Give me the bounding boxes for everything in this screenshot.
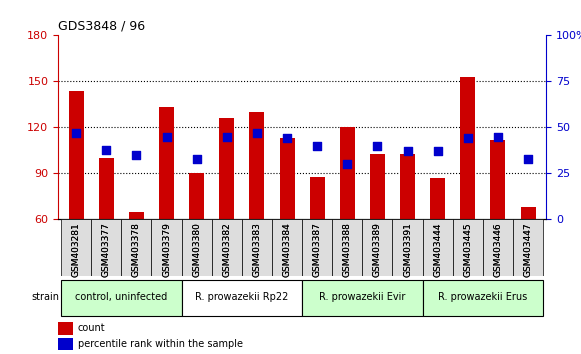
FancyBboxPatch shape [211,219,242,276]
Bar [99,158,114,219]
Text: GSM403391: GSM403391 [403,222,412,277]
Point [192,156,202,161]
Text: GSM403447: GSM403447 [523,222,533,277]
FancyBboxPatch shape [121,219,152,276]
FancyBboxPatch shape [182,219,211,276]
Text: GSM403387: GSM403387 [313,222,322,277]
Point [343,161,352,167]
Text: R. prowazekii Evir: R. prowazekii Evir [319,292,406,302]
Point [373,143,382,149]
Text: GSM403445: GSM403445 [463,222,472,277]
FancyBboxPatch shape [61,280,182,316]
Text: strain: strain [31,292,60,302]
Text: GSM403445: GSM403445 [463,222,472,277]
Text: GSM403447: GSM403447 [523,222,533,277]
FancyBboxPatch shape [61,219,91,276]
Text: GSM403446: GSM403446 [493,222,503,277]
FancyBboxPatch shape [91,219,121,276]
Bar [430,178,445,219]
Bar [279,138,295,219]
Text: GSM403383: GSM403383 [252,222,261,277]
Bar [490,140,505,219]
FancyBboxPatch shape [242,219,272,276]
Text: percentile rank within the sample: percentile rank within the sample [78,339,243,349]
Point [102,147,111,152]
Text: GSM403387: GSM403387 [313,222,322,277]
FancyBboxPatch shape [332,219,363,276]
FancyBboxPatch shape [422,280,543,316]
Text: GDS3848 / 96: GDS3848 / 96 [58,20,145,33]
Bar [58,322,73,335]
Point [71,130,81,136]
FancyBboxPatch shape [182,280,302,316]
Point [493,134,503,139]
Text: GSM403378: GSM403378 [132,222,141,277]
Text: GSM403384: GSM403384 [282,222,292,277]
Point [132,152,141,158]
Bar [189,173,204,219]
Text: GSM403377: GSM403377 [102,222,111,277]
Bar [521,207,536,219]
Point [162,134,171,139]
Bar [129,212,144,219]
FancyBboxPatch shape [272,219,302,276]
FancyBboxPatch shape [453,219,483,276]
Point [433,149,442,154]
Text: GSM403446: GSM403446 [493,222,503,277]
Bar [400,154,415,219]
Point [313,143,322,149]
FancyBboxPatch shape [152,219,182,276]
Text: control, uninfected: control, uninfected [75,292,167,302]
Text: GSM403379: GSM403379 [162,222,171,277]
Text: GSM403444: GSM403444 [433,222,442,277]
Text: GSM403281: GSM403281 [71,222,81,277]
Text: GSM403388: GSM403388 [343,222,352,277]
Text: GSM403444: GSM403444 [433,222,442,277]
Text: GSM403382: GSM403382 [223,222,231,277]
FancyBboxPatch shape [363,219,393,276]
Bar [310,177,325,219]
Text: GSM403389: GSM403389 [373,222,382,277]
Point [252,130,261,136]
Point [222,134,231,139]
Text: GSM403377: GSM403377 [102,222,111,277]
FancyBboxPatch shape [302,280,422,316]
Bar [249,112,264,219]
FancyBboxPatch shape [483,219,513,276]
Text: count: count [78,323,105,333]
Point [282,136,292,141]
Bar [58,338,73,350]
FancyBboxPatch shape [422,219,453,276]
Text: GSM403382: GSM403382 [223,222,231,277]
Point [463,136,472,141]
Text: GSM403389: GSM403389 [373,222,382,277]
Text: GSM403384: GSM403384 [282,222,292,277]
Text: GSM403379: GSM403379 [162,222,171,277]
Text: GSM403380: GSM403380 [192,222,201,277]
Point [523,156,533,161]
Text: GSM403378: GSM403378 [132,222,141,277]
FancyBboxPatch shape [393,219,422,276]
Bar [69,91,84,219]
Text: R. prowazekii Rp22: R. prowazekii Rp22 [195,292,289,302]
FancyBboxPatch shape [513,219,543,276]
Bar [340,127,355,219]
Bar [159,108,174,219]
Bar [370,154,385,219]
FancyBboxPatch shape [302,219,332,276]
Text: GSM403380: GSM403380 [192,222,201,277]
Text: R. prowazekii Erus: R. prowazekii Erus [438,292,528,302]
Point [403,149,412,154]
Text: GSM403388: GSM403388 [343,222,352,277]
Bar [219,118,234,219]
Text: GSM403391: GSM403391 [403,222,412,277]
Bar [460,77,475,219]
Text: GSM403281: GSM403281 [71,222,81,277]
Text: GSM403383: GSM403383 [252,222,261,277]
